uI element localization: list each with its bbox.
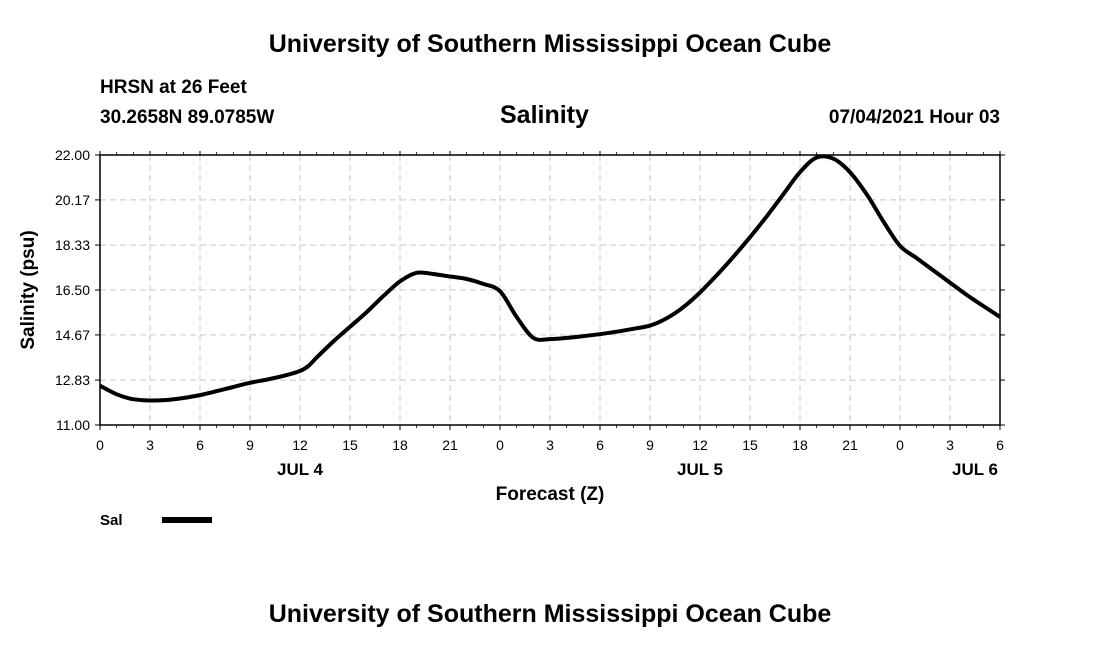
x-tick-label: 0 (96, 437, 104, 453)
x-tick-label: 18 (792, 437, 808, 453)
x-tick-label: 21 (842, 437, 858, 453)
forecast-timestamp: 07/04/2021 Hour 03 (828, 107, 1000, 128)
y-tick-label: 14.67 (55, 327, 90, 343)
x-tick-label: 0 (496, 437, 504, 453)
x-date-label: JUL 6 (952, 460, 998, 479)
salinity-series-line (99, 154, 1002, 403)
x-tick-label: 9 (646, 437, 654, 453)
x-tick-label: 18 (392, 437, 408, 453)
y-tick-label: 18.33 (55, 237, 90, 253)
footer-title: University of Southern Mississippi Ocean… (268, 600, 832, 628)
y-tick-label: 16.50 (55, 282, 90, 298)
y-axis-label: Salinity (psu) (18, 230, 39, 349)
y-tick-label: 11.00 (56, 417, 90, 433)
x-date-label: JUL 4 (277, 460, 324, 479)
y-tick-label: 20.17 (55, 192, 90, 208)
x-date-label: JUL 5 (677, 460, 723, 479)
x-tick-label: 12 (692, 437, 708, 453)
station-label: HRSN at 26 Feet (100, 77, 247, 98)
y-tick-label: 22.00 (55, 147, 90, 163)
x-tick-label: 6 (196, 437, 204, 453)
x-tick-label: 15 (742, 437, 758, 453)
page-title: University of Southern Mississippi Ocean… (268, 30, 832, 58)
x-tick-label: 15 (342, 437, 358, 453)
x-tick-label: 6 (996, 437, 1004, 453)
station-coordinates: 30.2658N 89.0785W (100, 107, 275, 128)
x-tick-label: 21 (442, 437, 458, 453)
x-tick-label: 3 (946, 437, 954, 453)
x-tick-label: 12 (292, 437, 308, 453)
x-tick-label: 3 (546, 437, 554, 453)
x-tick-label: 6 (596, 437, 604, 453)
grid-layer (100, 155, 1000, 425)
tick-layer: 0 3 6 9 12 15 18 21 0 3 6 9 12 15 18 21 0 3 6 JUL 4 JUL 5 JUL… (55, 147, 1005, 479)
legend-label: Sal (100, 512, 123, 529)
y-tick-label: 12.83 (55, 372, 90, 388)
x-axis-label: Forecast (Z) (496, 484, 605, 505)
x-tick-label: 0 (896, 437, 904, 453)
x-tick-label: 3 (146, 437, 154, 453)
chart-title: Salinity (500, 101, 589, 129)
x-tick-label: 9 (246, 437, 254, 453)
